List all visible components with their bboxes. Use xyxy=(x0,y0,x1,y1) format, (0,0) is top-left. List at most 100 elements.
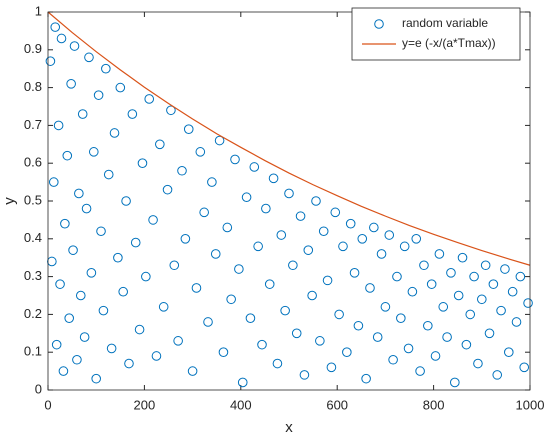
scatter-point xyxy=(121,196,131,206)
scatter-point xyxy=(380,302,391,312)
scatter-point xyxy=(203,317,213,327)
scatter-point xyxy=(288,260,298,271)
scatter-point xyxy=(249,162,260,172)
scatter-point xyxy=(434,249,445,259)
x-axis-label: x xyxy=(285,419,293,436)
scatter-point xyxy=(519,362,530,373)
scatter-point xyxy=(426,279,437,289)
scatter-point xyxy=(403,343,414,354)
scatter-point xyxy=(299,370,310,380)
scatter-point xyxy=(523,298,533,308)
scatter-point xyxy=(77,109,88,119)
scatter-point xyxy=(465,309,476,320)
legend-marker xyxy=(374,19,384,29)
y-tick-label: 0.4 xyxy=(24,230,42,245)
scatter-point xyxy=(60,218,70,229)
x-tick-label: 200 xyxy=(134,397,156,412)
scatter-point xyxy=(411,234,422,244)
scatter-point xyxy=(96,226,106,237)
scatter-point xyxy=(419,260,429,271)
plot-frame xyxy=(47,11,531,391)
y-tick-label: 0.8 xyxy=(24,79,42,94)
y-tick-label: 0.9 xyxy=(24,41,42,56)
scatter-point xyxy=(199,207,209,218)
scatter-point xyxy=(155,139,165,150)
scatter-point xyxy=(353,320,364,331)
x-tick-label: 400 xyxy=(230,397,252,412)
scatter-point xyxy=(241,192,252,203)
scatter-point xyxy=(53,120,64,131)
legend-box xyxy=(351,7,521,61)
y-tick-label: 1 xyxy=(35,3,42,18)
scatter-point xyxy=(162,184,173,195)
scatter-point xyxy=(79,332,90,342)
scatter-point xyxy=(457,252,468,263)
scatter-point xyxy=(507,286,518,297)
scatter-point xyxy=(234,264,244,274)
x-tick-label: 0 xyxy=(44,397,51,412)
scatter-point xyxy=(311,196,321,206)
scatter-point xyxy=(214,135,225,146)
scatter-point xyxy=(430,351,441,361)
scatter-point xyxy=(330,207,341,218)
scatter-point xyxy=(115,82,126,93)
scatter-point xyxy=(69,41,80,51)
scatter-point xyxy=(407,286,418,297)
legend-label: y=e (-x/(a*Tmax)) xyxy=(402,36,496,50)
scatter-point xyxy=(450,377,460,388)
y-tick-label: 0.7 xyxy=(24,117,42,132)
scatter-point xyxy=(134,324,145,335)
scatter-point xyxy=(81,203,92,214)
scatter-point xyxy=(68,245,78,255)
scatter-point xyxy=(488,279,499,289)
scatter-point xyxy=(130,237,141,248)
scatter-point xyxy=(376,249,387,259)
scatter-point xyxy=(322,275,333,286)
scatter-point xyxy=(98,305,109,316)
scatter-point xyxy=(173,336,183,346)
scatter-point xyxy=(276,230,287,240)
scatter-point xyxy=(222,222,233,233)
scatter-point xyxy=(75,290,86,301)
scatter-point xyxy=(284,188,294,199)
scatter-point xyxy=(392,271,402,282)
y-tick-label: 0.2 xyxy=(24,306,42,321)
scatter-point xyxy=(127,109,138,119)
scatter-point xyxy=(50,22,61,32)
scatter-point xyxy=(349,268,360,278)
scatter-point xyxy=(183,124,194,134)
scatter-point xyxy=(257,339,267,350)
scatter-point xyxy=(477,294,487,305)
scatter-point xyxy=(264,279,275,289)
scatter-point xyxy=(372,332,383,342)
scatter-point xyxy=(237,377,248,388)
scatter-point xyxy=(230,154,240,165)
x-tick-label: 800 xyxy=(423,397,445,412)
scatter-point xyxy=(144,94,155,104)
scatter-point xyxy=(442,332,452,342)
scatter-point xyxy=(166,105,176,116)
scatter-point xyxy=(345,218,356,229)
scatter-point xyxy=(45,56,56,66)
scatter-point xyxy=(218,347,229,358)
scatter-point xyxy=(72,354,82,365)
scatter-point xyxy=(84,52,94,63)
scatter-point xyxy=(361,373,371,384)
scatter-point xyxy=(93,90,104,100)
scatter-point xyxy=(55,279,65,289)
scatter-point xyxy=(492,370,503,380)
scatter-point xyxy=(469,271,479,282)
scatter-point xyxy=(47,256,57,267)
scatter-point xyxy=(158,302,169,312)
y-tick-label: 0.3 xyxy=(24,268,42,283)
scatter-point xyxy=(86,268,97,278)
scatter-point xyxy=(365,283,375,293)
scatter-point xyxy=(137,158,148,168)
scatter-point xyxy=(473,358,483,369)
scatter-point xyxy=(369,222,379,233)
scatter-point xyxy=(48,177,59,187)
scatter-point xyxy=(280,305,290,316)
scatter-point xyxy=(103,169,114,180)
